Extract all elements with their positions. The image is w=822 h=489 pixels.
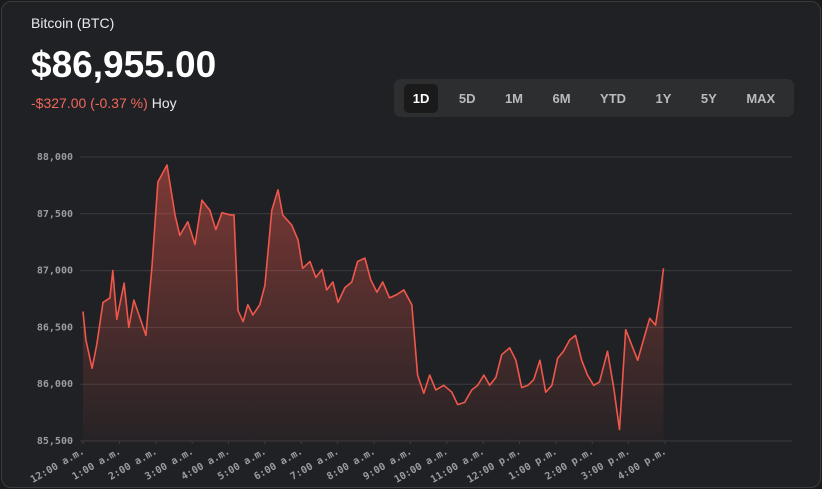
- range-button[interactable]: 5Y: [700, 90, 717, 106]
- range-button[interactable]: 1D: [403, 83, 439, 113]
- price-change: -$327.00 (-0.37 %): [31, 95, 148, 111]
- range-button[interactable]: 5D: [458, 90, 476, 106]
- range-button[interactable]: 1Y: [655, 90, 672, 106]
- area: [83, 165, 664, 441]
- price: $86,955.00: [31, 44, 217, 85]
- asset-name: Bitcoin (BTC): [31, 15, 115, 31]
- y-tick-label: 86,500: [37, 322, 73, 333]
- range-button[interactable]: 6M: [552, 90, 571, 106]
- period: Hoy: [151, 95, 177, 111]
- range-button[interactable]: 1M: [504, 90, 524, 106]
- y-tick-label: 87,500: [37, 209, 73, 220]
- line: [82, 164, 665, 431]
- range-selector: 1D 5D 1M 6M YTD 1Y 5Y MAX: [394, 79, 794, 117]
- range-button[interactable]: MAX: [746, 90, 776, 106]
- y-tick-label: 86,000: [37, 379, 73, 390]
- range-button[interactable]: YTD: [600, 90, 627, 106]
- y-tick-label: 87,000: [37, 266, 73, 277]
- y-tick-label: 85,500: [37, 436, 73, 447]
- y-tick-label: 88,000: [37, 152, 73, 163]
- change-row: -$327.00 (-0.37 %) Hoy: [31, 95, 177, 111]
